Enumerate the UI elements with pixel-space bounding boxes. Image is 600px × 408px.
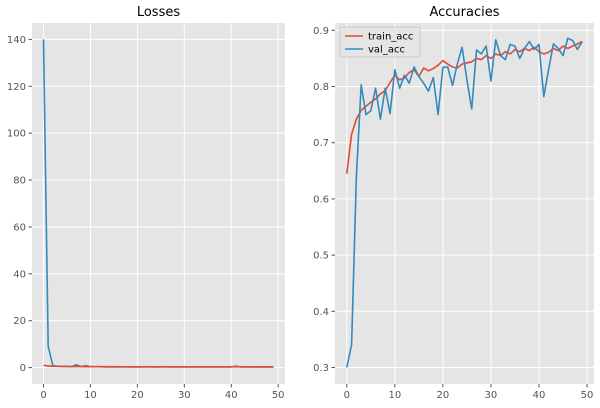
y-tick-label: 0.7 (313, 138, 329, 149)
y-tick-label: 60 (13, 222, 26, 233)
x-tick-label: 0 (344, 390, 350, 401)
accuracies-x-ticks: 0 10 20 30 40 50 (344, 384, 594, 401)
accuracies-plot-area (335, 23, 594, 384)
y-tick-label: 0.5 (313, 251, 329, 262)
losses-grid (32, 23, 285, 384)
losses-plot-area (32, 23, 285, 384)
losses-title: Losses (137, 5, 181, 20)
accuracies-grid (335, 23, 594, 384)
accuracies-series (345, 37, 583, 368)
x-tick-label: 20 (437, 390, 450, 401)
x-tick-label: 30 (178, 390, 191, 401)
y-tick-label: 0 (20, 363, 26, 374)
accuracies-title: Accuracies (429, 5, 499, 20)
losses-chart: 0 10 20 30 40 50 0 20 40 60 80 100 120 140 Losses (7, 5, 285, 401)
y-tick-label: 140 (7, 35, 26, 46)
losses-x-ticks: 0 10 20 30 40 50 (40, 384, 285, 401)
x-tick-label: 30 (485, 390, 498, 401)
legend-label-train-acc: train_acc (368, 32, 413, 43)
accuracies-legend: train_acc val_acc (339, 26, 421, 58)
x-tick-label: 40 (225, 390, 238, 401)
y-tick-label: 0.9 (313, 26, 329, 37)
val-acc-line (345, 37, 583, 368)
x-tick-label: 50 (272, 390, 285, 401)
y-tick-label: 0.3 (313, 363, 329, 374)
y-tick-label: 0.8 (313, 82, 329, 93)
x-tick-label: 50 (581, 390, 594, 401)
x-tick-label: 10 (388, 390, 401, 401)
y-tick-label: 20 (13, 316, 26, 327)
accuracies-chart: 0 10 20 30 40 50 0.3 0.4 0.5 0.6 0.7 0.8 0.9 Accura… (313, 5, 594, 401)
legend-label-val-acc: val_acc (368, 45, 405, 56)
series-1-line (43, 364, 274, 368)
losses-y-ticks: 0 20 40 60 80 100 120 140 (7, 35, 32, 374)
y-tick-label: 100 (7, 129, 26, 140)
accuracies-y-ticks: 0.3 0.4 0.5 0.6 0.7 0.8 0.9 (313, 26, 335, 374)
losses-series (42, 39, 274, 368)
x-tick-label: 0 (40, 390, 46, 401)
x-tick-label: 40 (533, 390, 546, 401)
y-tick-label: 80 (13, 176, 26, 187)
x-tick-label: 20 (131, 390, 144, 401)
y-tick-label: 120 (7, 82, 26, 93)
y-tick-label: 40 (13, 269, 26, 280)
y-tick-label: 0.4 (313, 307, 329, 318)
x-tick-label: 10 (84, 390, 97, 401)
y-tick-label: 0.6 (313, 194, 329, 205)
